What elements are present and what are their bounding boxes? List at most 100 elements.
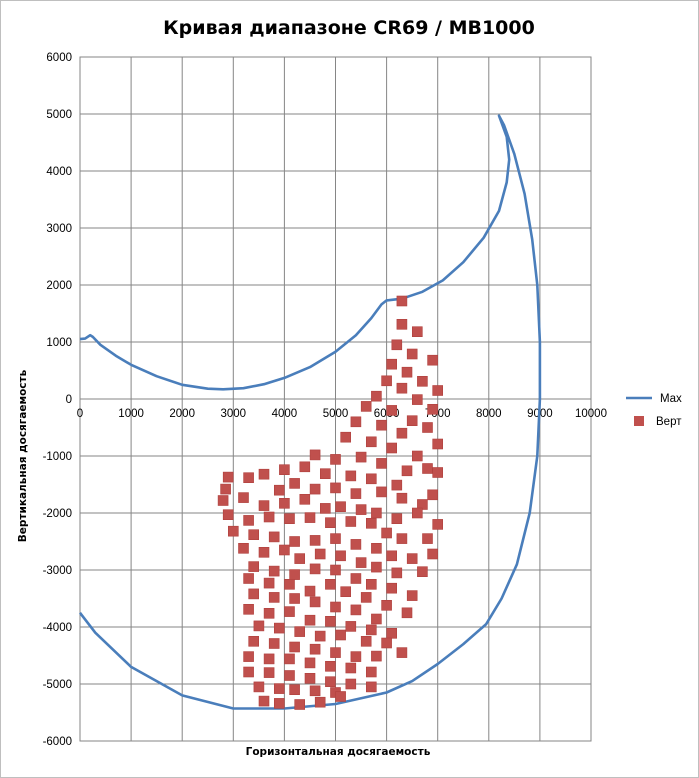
vert-point xyxy=(309,449,321,461)
vert-point xyxy=(314,696,326,708)
vert-point xyxy=(222,509,234,521)
vert-point xyxy=(273,484,285,496)
vert-point xyxy=(330,533,341,544)
vert-point xyxy=(325,517,336,529)
vert-point xyxy=(417,566,428,578)
vert-point xyxy=(220,483,231,495)
vert-point xyxy=(386,550,398,562)
vert-point xyxy=(289,569,300,580)
vert-point xyxy=(294,553,306,564)
vert-point xyxy=(432,385,444,396)
vert-point xyxy=(314,630,326,642)
vert-point xyxy=(422,533,433,544)
vert-point xyxy=(279,497,290,509)
vert-point xyxy=(309,596,321,608)
vert-point xyxy=(345,662,357,674)
vert-point xyxy=(391,479,403,491)
vert-point xyxy=(330,454,341,465)
vert-point xyxy=(325,676,336,688)
vert-point xyxy=(263,607,275,619)
vert-point xyxy=(289,536,300,547)
vert-point xyxy=(284,578,295,590)
vert-point xyxy=(371,542,382,554)
vert-point xyxy=(309,483,321,495)
vert-point xyxy=(325,615,336,627)
vert-point xyxy=(258,695,270,707)
vert-point xyxy=(258,468,270,480)
vert-point xyxy=(350,651,362,662)
vert-point xyxy=(325,660,336,672)
y-tick-label: 1000 xyxy=(46,337,72,349)
vert-point xyxy=(248,635,259,647)
legend-vert-label: Верт xyxy=(656,416,682,428)
vert-point xyxy=(360,401,372,412)
vert-point xyxy=(238,492,249,503)
vert-point xyxy=(371,613,382,625)
vert-point xyxy=(422,422,433,433)
series-layer xyxy=(78,114,542,710)
vert-point xyxy=(396,647,408,658)
x-axis-title: Горизонтальная досягаемость xyxy=(246,746,431,758)
vert-point xyxy=(365,436,377,448)
vert-point xyxy=(258,500,270,511)
vert-point xyxy=(371,507,382,519)
vert-point xyxy=(309,685,321,697)
vert-point xyxy=(386,582,398,594)
y-tick-label: 0 xyxy=(66,394,72,406)
tick-labels: 0100020003000400050006000700080009000100… xyxy=(43,52,607,748)
x-tick-label: 0 xyxy=(77,408,83,420)
vert-point xyxy=(371,390,382,402)
vert-point xyxy=(222,471,234,483)
vert-point xyxy=(345,516,357,527)
vert-point xyxy=(268,638,280,649)
vert-point xyxy=(304,585,316,597)
vert-point xyxy=(411,394,423,405)
vert-point xyxy=(432,467,444,478)
vert-point xyxy=(417,375,428,387)
vert-point xyxy=(406,348,418,360)
vert-point xyxy=(391,339,403,351)
vert-point xyxy=(299,493,311,505)
vert-point xyxy=(273,698,285,709)
vert-point xyxy=(279,544,290,556)
vert-point xyxy=(355,557,367,568)
vert-point xyxy=(345,621,357,632)
vert-point xyxy=(284,513,295,525)
vert-point xyxy=(248,588,259,600)
y-tick-label: 4000 xyxy=(46,166,72,178)
vert-point xyxy=(253,681,265,693)
y-tick-label: 3000 xyxy=(46,223,72,235)
vert-point xyxy=(217,495,229,506)
vert-point xyxy=(422,463,433,474)
vert-point xyxy=(386,405,398,416)
vert-point xyxy=(427,403,438,415)
vert-point xyxy=(432,519,444,530)
vert-point xyxy=(376,486,387,498)
vert-point xyxy=(330,482,341,494)
vert-point xyxy=(396,295,408,307)
vert-point xyxy=(365,666,377,678)
vert-point xyxy=(279,464,290,476)
vert-point xyxy=(376,419,387,431)
vert-point xyxy=(304,657,316,669)
y-tick-label: -3000 xyxy=(43,565,72,577)
vert-point xyxy=(350,539,362,550)
vert-point xyxy=(371,561,382,573)
x-tick-label: 10000 xyxy=(575,408,607,420)
legend-max-label: Max xyxy=(660,393,682,405)
vert-point xyxy=(304,512,316,523)
vert-point xyxy=(386,442,398,454)
x-tick-label: 8000 xyxy=(476,408,502,420)
vert-point xyxy=(263,511,275,523)
vert-point xyxy=(243,651,254,662)
vert-point xyxy=(432,438,444,450)
vert-point xyxy=(309,643,321,655)
vert-point xyxy=(376,458,387,469)
y-tick-label: -6000 xyxy=(43,736,72,748)
vert-point xyxy=(304,614,316,626)
vert-point xyxy=(345,470,357,482)
x-tick-label: 3000 xyxy=(221,408,247,420)
vert-point xyxy=(350,604,362,616)
chart-title: Кривая диапазоне CR69 / MB1000 xyxy=(163,17,535,39)
vert-point xyxy=(319,468,331,480)
